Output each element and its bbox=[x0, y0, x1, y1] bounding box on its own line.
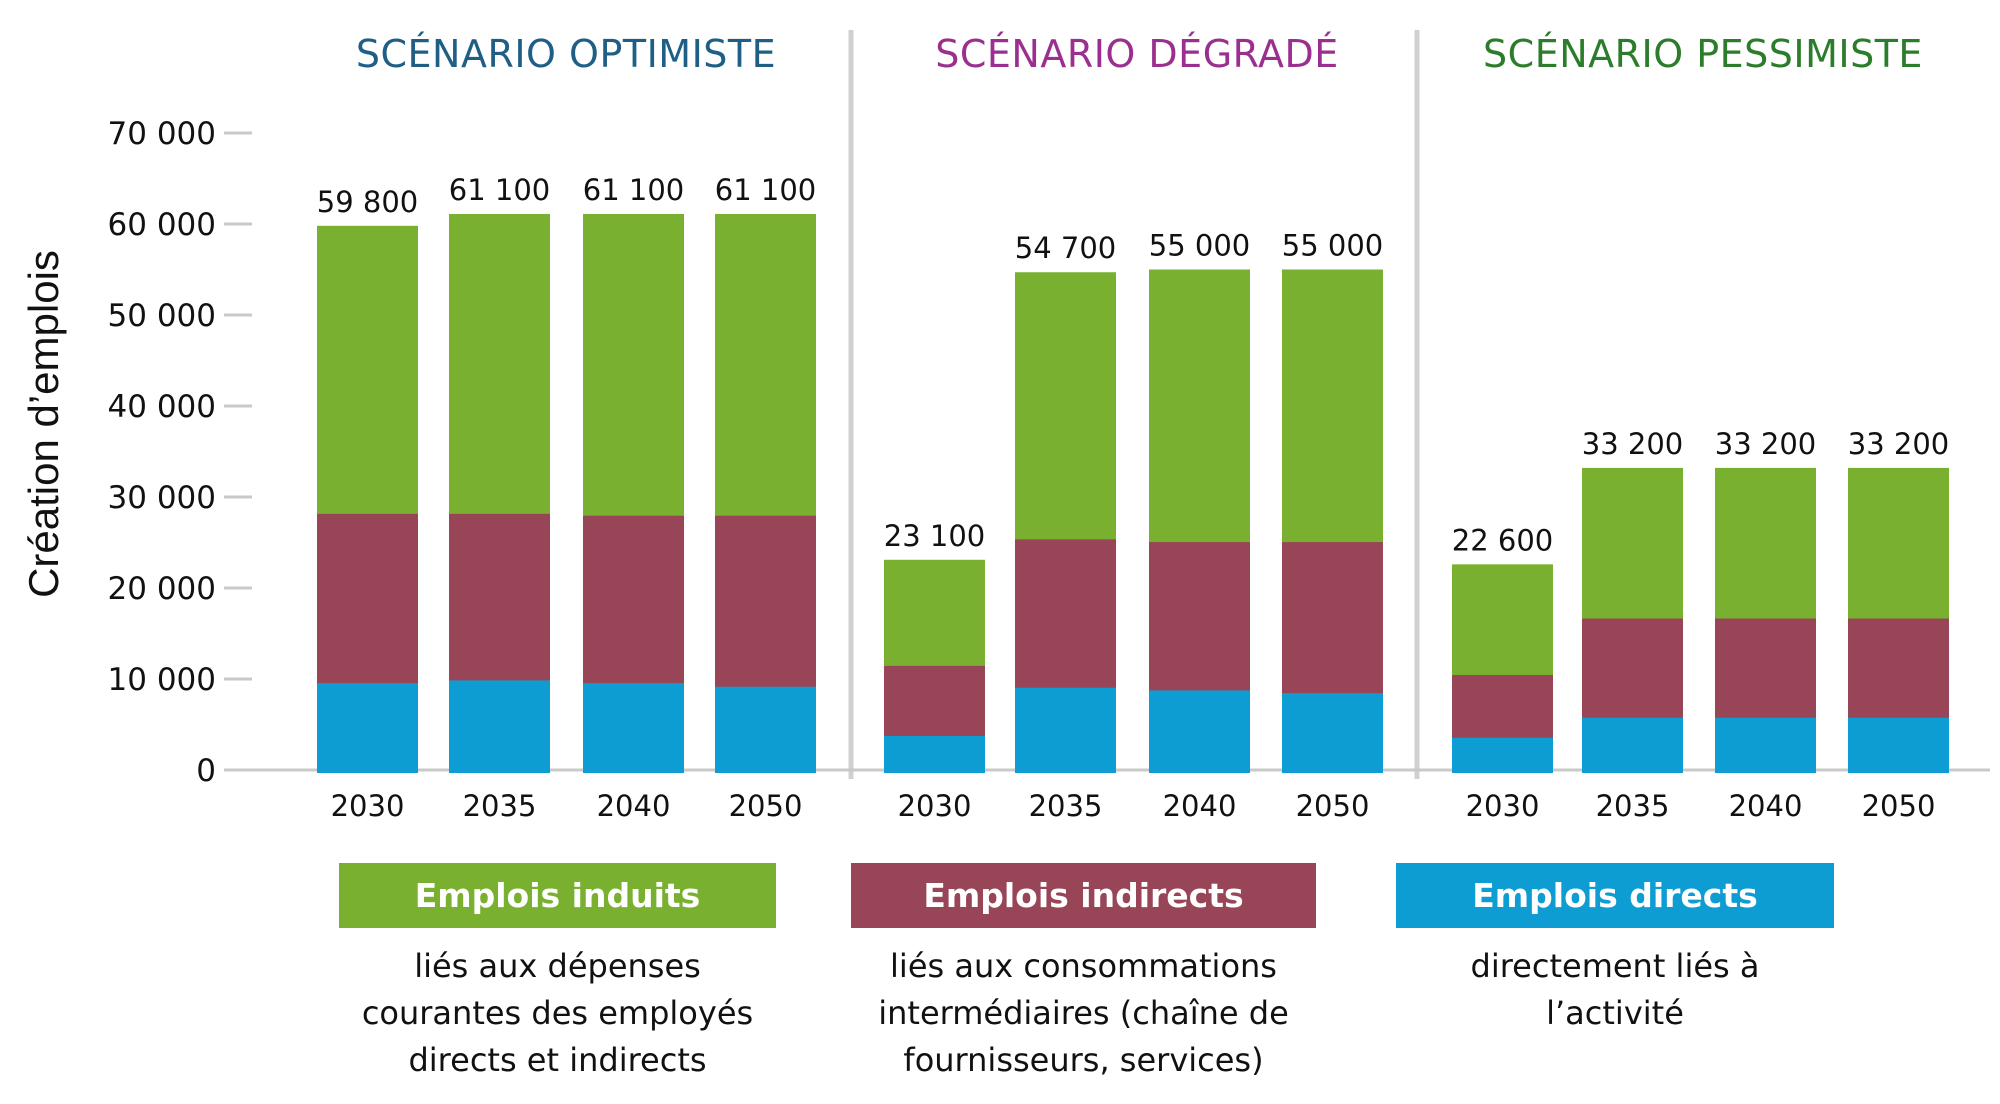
bar-segment-emplois-directs bbox=[884, 735, 985, 773]
stacked-bar bbox=[1582, 467, 1683, 773]
x-tick-label: 2035 bbox=[1029, 789, 1103, 823]
x-tick-label: 2050 bbox=[729, 789, 803, 823]
bar-segment-emplois-directs bbox=[1282, 692, 1383, 773]
legend-item-emplois-induits: Emplois induits bbox=[339, 863, 776, 928]
bar-segment-emplois-indirects bbox=[1282, 541, 1383, 694]
bar-segment-emplois-directs bbox=[715, 686, 816, 773]
bar-total-label: 22 600 bbox=[1452, 523, 1553, 557]
y-tick-label: 40 000 bbox=[108, 389, 216, 425]
legend-description-line: directement liés à bbox=[1470, 947, 1760, 985]
stacked-bar bbox=[1715, 467, 1816, 773]
y-tick-label: 10 000 bbox=[108, 662, 216, 698]
y-tick-label: 0 bbox=[196, 753, 216, 789]
legend-description-line: directs et indirects bbox=[408, 1041, 707, 1079]
bar-segment-emplois-directs bbox=[317, 682, 418, 773]
bar-segment-emplois-induits bbox=[715, 213, 816, 516]
x-tick-label: 2040 bbox=[597, 789, 671, 823]
legend-description-line: courantes des employés bbox=[361, 994, 754, 1032]
bar-segment-emplois-directs bbox=[1848, 717, 1949, 773]
bar-total-label: 61 100 bbox=[583, 173, 684, 207]
stacked-bar bbox=[884, 559, 985, 773]
legend-description-line: intermédiaires (chaîne de bbox=[878, 994, 1289, 1032]
x-tick-label: 2035 bbox=[463, 789, 537, 823]
bar-total-label: 61 100 bbox=[449, 173, 550, 207]
bar-segment-emplois-indirects bbox=[1715, 618, 1816, 718]
bar-segment-emplois-induits bbox=[1015, 272, 1116, 540]
bar-segment-emplois-induits bbox=[1149, 269, 1250, 543]
bar-total-label: 33 200 bbox=[1582, 427, 1683, 461]
bar-segment-emplois-indirects bbox=[1015, 538, 1116, 688]
y-tick-label: 20 000 bbox=[108, 571, 216, 607]
stacked-bar bbox=[1282, 269, 1383, 773]
legend-item-emplois-indirects: Emplois indirects bbox=[851, 863, 1316, 928]
bar-total-label: 55 000 bbox=[1149, 229, 1250, 263]
stacked-bar-chart: SCÉNARIO OPTIMISTE SCÉNARIO DÉGRADÉ SCÉNAR… bbox=[20, 30, 1990, 823]
bar-segment-emplois-indirects bbox=[884, 665, 985, 736]
bar-segment-emplois-indirects bbox=[1452, 674, 1553, 738]
x-tick-label: 2035 bbox=[1596, 789, 1670, 823]
bar-segment-emplois-induits bbox=[1582, 467, 1683, 619]
bar-segment-emplois-induits bbox=[1848, 467, 1949, 619]
bar-total-label: 33 200 bbox=[1848, 427, 1949, 461]
bar-total-label: 55 000 bbox=[1282, 229, 1383, 263]
x-tick-label: 2040 bbox=[1729, 789, 1803, 823]
scenario-title: SCÉNARIO OPTIMISTE bbox=[356, 32, 776, 76]
bar-segment-emplois-indirects bbox=[1848, 618, 1949, 718]
bar-segment-emplois-directs bbox=[1715, 717, 1816, 773]
bar-segment-emplois-indirects bbox=[583, 515, 684, 684]
bar-segment-emplois-directs bbox=[583, 682, 684, 773]
y-tick-label: 30 000 bbox=[108, 480, 216, 516]
x-tick-label: 2030 bbox=[1466, 789, 1540, 823]
legend-description: liés aux dépenses courantes des employés d… bbox=[299, 943, 816, 1084]
legend-description-line: fournisseurs, services) bbox=[903, 1041, 1264, 1079]
scenario-title: SCÉNARIO PESSIMISTE bbox=[1483, 32, 1923, 76]
bar-segment-emplois-induits bbox=[583, 213, 684, 516]
bar-segment-emplois-directs bbox=[1452, 737, 1553, 773]
y-axis-title: Création d’emplois bbox=[20, 250, 67, 598]
x-tick-label: 2040 bbox=[1163, 789, 1237, 823]
legend-description: directement liés à l’activité bbox=[1356, 943, 1874, 1037]
legend-item-emplois-directs: Emplois directs bbox=[1396, 863, 1834, 928]
bar-total-label: 54 700 bbox=[1015, 231, 1116, 265]
bar-segment-emplois-directs bbox=[1015, 687, 1116, 773]
x-tick-label: 2030 bbox=[898, 789, 972, 823]
bar-segment-emplois-indirects bbox=[317, 513, 418, 684]
y-tick-label: 60 000 bbox=[108, 207, 216, 243]
x-tick-label: 2030 bbox=[331, 789, 405, 823]
stacked-bar bbox=[583, 213, 684, 773]
bar-segment-emplois-induits bbox=[884, 559, 985, 666]
stacked-bar bbox=[1015, 272, 1116, 773]
bar-segment-emplois-indirects bbox=[715, 515, 816, 687]
bar-total-label: 23 100 bbox=[884, 519, 985, 553]
bar-segment-emplois-induits bbox=[1715, 467, 1816, 619]
legend-description-line: liés aux consommations bbox=[890, 947, 1277, 985]
legend-description: liés aux consommations intermédiaires (ch… bbox=[811, 943, 1356, 1084]
bar-segment-emplois-induits bbox=[449, 213, 550, 514]
bar-segment-emplois-indirects bbox=[449, 513, 550, 681]
stacked-bar bbox=[1149, 269, 1250, 773]
bar-segment-emplois-indirects bbox=[1149, 541, 1250, 691]
bar-segment-emplois-induits bbox=[1282, 269, 1383, 543]
scenario-title: SCÉNARIO DÉGRADÉ bbox=[935, 32, 1339, 76]
y-tick-label: 50 000 bbox=[108, 298, 216, 334]
bar-segment-emplois-directs bbox=[449, 679, 550, 773]
y-tick-label: 70 000 bbox=[108, 116, 216, 152]
bar-segment-emplois-indirects bbox=[1582, 618, 1683, 718]
legend-description-line: l’activité bbox=[1546, 994, 1684, 1032]
x-tick-label: 2050 bbox=[1296, 789, 1370, 823]
bar-segment-emplois-induits bbox=[1452, 564, 1553, 675]
legend-description-line: liés aux dépenses bbox=[414, 947, 701, 985]
stacked-bar bbox=[449, 213, 550, 773]
bar-segment-emplois-induits bbox=[317, 225, 418, 514]
stacked-bar bbox=[715, 213, 816, 773]
bar-total-label: 59 800 bbox=[317, 185, 418, 219]
bar-total-label: 33 200 bbox=[1715, 427, 1816, 461]
x-tick-label: 2050 bbox=[1862, 789, 1936, 823]
stacked-bar bbox=[1848, 467, 1949, 773]
bar-total-label: 61 100 bbox=[715, 173, 816, 207]
stacked-bar bbox=[317, 225, 418, 773]
bar-segment-emplois-directs bbox=[1582, 717, 1683, 773]
stacked-bar bbox=[1452, 564, 1553, 773]
bar-segment-emplois-directs bbox=[1149, 689, 1250, 773]
